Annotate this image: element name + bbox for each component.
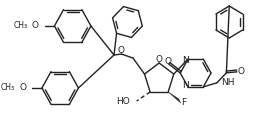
Text: F: F bbox=[181, 98, 186, 107]
Polygon shape bbox=[168, 92, 181, 103]
Text: O: O bbox=[118, 46, 125, 55]
Text: N: N bbox=[182, 56, 188, 65]
Text: O: O bbox=[19, 84, 26, 92]
Text: HO: HO bbox=[116, 97, 130, 106]
Text: N: N bbox=[182, 81, 188, 90]
Text: O: O bbox=[156, 55, 163, 63]
Text: O: O bbox=[32, 22, 39, 30]
Text: NH: NH bbox=[222, 78, 235, 87]
Text: CH₃: CH₃ bbox=[14, 22, 28, 30]
Text: O: O bbox=[237, 67, 244, 76]
Text: CH₃: CH₃ bbox=[1, 84, 15, 92]
Text: O: O bbox=[164, 57, 171, 65]
